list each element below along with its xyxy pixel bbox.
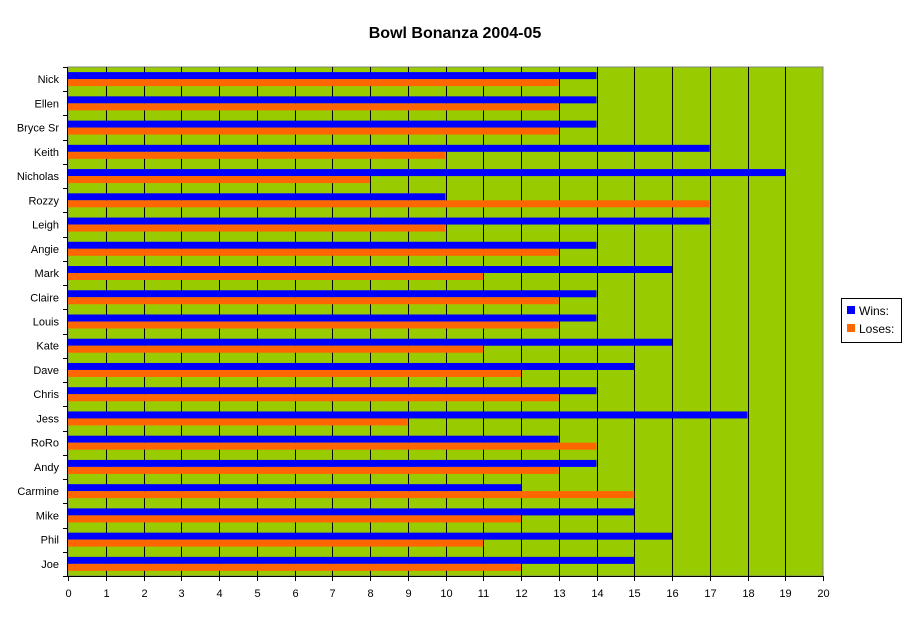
y-category-label: Ellen (35, 98, 59, 110)
y-category-label: Claire (30, 292, 59, 304)
bar-wins (68, 532, 672, 540)
bar-wins (68, 484, 521, 492)
bar-loses (68, 224, 446, 232)
bar-loses (68, 200, 710, 208)
y-category-label: Nicholas (17, 171, 60, 183)
bar-loses (68, 466, 559, 474)
y-category-label: Joe (41, 559, 59, 571)
y-category-label: Keith (34, 147, 59, 159)
y-category-label: Chris (33, 389, 59, 401)
bar-loses (68, 151, 446, 159)
bar-wins (68, 241, 597, 249)
legend-label-loses: Loses: (859, 322, 894, 336)
x-tick-label: 20 (817, 588, 829, 600)
x-tick-label: 12 (515, 588, 527, 600)
axes: 0 1 2 3 4 5 6 7 8 9 10 11 12 13 14 15 16 17 18 19 20NickElle… (17, 67, 830, 600)
x-tick-label: 7 (329, 588, 335, 600)
bar-wins (68, 435, 559, 443)
bar-wins (68, 120, 597, 128)
legend-box (841, 298, 902, 343)
bar-wins (68, 217, 710, 225)
y-category-label: Andy (34, 462, 60, 474)
x-tick-label: 16 (666, 588, 678, 600)
x-tick-label: 18 (742, 588, 754, 600)
y-category-label: Angie (31, 244, 59, 256)
bar-wins (68, 72, 597, 80)
bar-loses (68, 273, 484, 281)
bar-loses (68, 563, 521, 571)
y-category-label: Rozzy (28, 195, 59, 207)
bar-loses (68, 79, 559, 87)
bar-wins (68, 96, 597, 104)
x-tick-label: 13 (553, 588, 565, 600)
x-tick-label: 8 (367, 588, 373, 600)
x-tick-label: 19 (779, 588, 791, 600)
y-category-label: Louis (33, 317, 60, 329)
legend-swatch-wins (847, 306, 855, 314)
x-tick-label: 0 (65, 588, 71, 600)
legend-swatch-loses (847, 324, 855, 332)
x-tick-label: 5 (254, 588, 260, 600)
bar-wins (68, 387, 597, 395)
x-tick-label: 17 (704, 588, 716, 600)
bar-loses (68, 539, 484, 547)
x-tick-label: 4 (216, 588, 222, 600)
bar-wins (68, 290, 597, 298)
bar-wins (68, 338, 672, 346)
y-category-label: Jess (36, 413, 59, 425)
bar-loses (68, 418, 408, 426)
x-tick-label: 1 (103, 588, 109, 600)
bar-loses (68, 127, 559, 135)
bar-loses (68, 345, 484, 353)
bar-loses (68, 297, 559, 305)
bar-loses (68, 394, 559, 402)
bar-wins (68, 169, 786, 177)
legend: Wins: Loses: (841, 298, 902, 343)
x-tick-label: 9 (405, 588, 411, 600)
bar-wins (68, 556, 635, 564)
y-category-label: Mark (35, 268, 60, 280)
bar-loses (68, 442, 597, 450)
y-category-label: Carmine (17, 486, 59, 498)
x-tick-label: 2 (141, 588, 147, 600)
bar-loses (68, 321, 559, 329)
y-category-label: Dave (33, 365, 59, 377)
bar-wins (68, 193, 446, 201)
bar-wins (68, 144, 710, 152)
y-category-label: RoRo (31, 438, 59, 450)
bar-wins (68, 508, 635, 516)
x-tick-label: 6 (292, 588, 298, 600)
bar-loses (68, 515, 521, 523)
x-tick-label: 15 (628, 588, 640, 600)
y-category-label: Mike (36, 510, 59, 522)
bar-wins (68, 411, 748, 419)
bar-loses (68, 491, 635, 499)
x-tick-label: 11 (478, 588, 489, 600)
bar-loses (68, 369, 521, 377)
y-category-label: Bryce Sr (17, 123, 60, 135)
legend-label-wins: Wins: (859, 304, 889, 318)
y-category-label: Nick (38, 74, 60, 86)
x-tick-label: 10 (440, 588, 452, 600)
bar-wins (68, 362, 635, 370)
chart-title: Bowl Bonanza 2004-05 (369, 25, 542, 42)
x-tick-label: 3 (178, 588, 184, 600)
y-category-label: Phil (41, 535, 59, 547)
y-category-label: Leigh (32, 220, 59, 232)
bar-wins (68, 459, 597, 467)
bar-wins (68, 314, 597, 322)
bars (68, 72, 786, 571)
bar-loses (68, 103, 559, 111)
x-tick-label: 14 (591, 588, 603, 600)
bar-loses (68, 248, 559, 256)
bar-wins (68, 266, 672, 274)
bar-loses (68, 176, 370, 184)
y-category-label: Kate (36, 341, 59, 353)
